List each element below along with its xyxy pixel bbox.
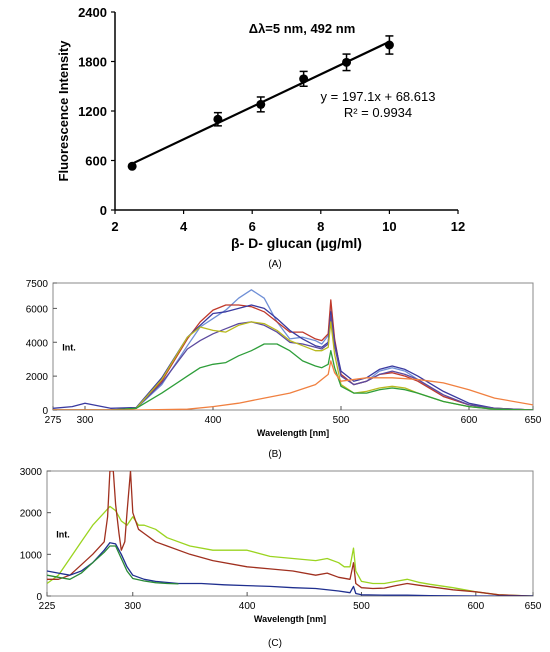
panel-b-y-tick-label: 4000 [26, 338, 49, 349]
panel-a-x-tick-label: 2 [111, 219, 118, 234]
panel-b-x-tick-label: 300 [77, 415, 94, 426]
panel-b-y-tick-label: 6000 [26, 304, 49, 315]
panel-c-series-line-1 [47, 505, 533, 596]
panel-c-series-line-2 [47, 471, 533, 596]
panel-b-x-tick-label: 400 [205, 415, 222, 426]
panel-b-y-axis-title: Int. [62, 343, 76, 353]
panel-a-r-squared: R² = 0.9934 [344, 105, 412, 120]
panel-a-data-point [384, 40, 394, 50]
panel-a-chart: 2 4 6 8 10 12 0 600 1200 1800 2400 β- D- glucan (µg… [56, 5, 465, 251]
panel-b-caption: (B) [268, 449, 281, 460]
panel-a-data-point [342, 57, 352, 67]
panel-c-y-tick-label: 0 [36, 592, 42, 603]
panel-c-x-axis-title: Wavelength [nm] [254, 614, 326, 624]
panel-c-caption: (C) [268, 638, 282, 649]
panel-a-x-tick-label: 10 [382, 219, 396, 234]
panel-a-x-tick-label: 6 [249, 219, 256, 234]
panel-b-series-line-7 [53, 360, 533, 410]
panel-b-series-line-6 [53, 343, 533, 410]
panel-b-y-tick-label: 7500 [26, 279, 49, 290]
panel-a-x-tick-label: 4 [180, 219, 188, 234]
panel-c-x-tick-label: 600 [467, 601, 484, 612]
panel-a-chart-title: Δλ=5 nm, 492 nm [249, 21, 356, 36]
panel-c-x-tick-label: 300 [124, 601, 141, 612]
panel-a-data-point [127, 161, 137, 171]
panel-a-x-tick-label: 12 [451, 219, 465, 234]
panel-a-y-tick-label: 0 [100, 203, 107, 218]
panel-c-y-tick-label: 3000 [20, 467, 43, 478]
panel-c-chart: 0 1000 2000 3000 225 300 400 500 600 650 Int. Wavel… [20, 467, 542, 624]
panel-b-x-tick-label: 600 [461, 415, 478, 426]
panel-a-x-tick-label: 8 [317, 219, 324, 234]
panel-b-x-tick-label: 500 [333, 415, 350, 426]
panel-a-data-point [256, 99, 266, 109]
panel-c-y-axis-title: Int. [56, 530, 70, 540]
panel-b-chart: 0 2000 4000 6000 7500 275 300 400 500 600 650 Int. W… [26, 279, 542, 438]
panel-a-y-tick-label: 1800 [78, 55, 107, 70]
panel-a-x-axis-title: β- D- glucan (µg/ml) [231, 235, 362, 251]
panel-c-series-line-3 [47, 542, 533, 596]
panel-c-x-tick-label: 500 [353, 601, 370, 612]
panel-c-x-tick-label: 650 [525, 601, 542, 612]
panel-a-y-tick-label: 1200 [78, 104, 107, 119]
panel-b-series-line-4 [53, 314, 533, 410]
panel-b-x-tick-label: 650 [525, 415, 542, 426]
panel-a-data-point [213, 114, 223, 124]
panel-c-y-tick-label: 2000 [20, 509, 43, 520]
panel-b-series-line-5 [53, 321, 533, 410]
panel-b-y-tick-label: 2000 [26, 372, 49, 383]
panel-a-caption: (A) [268, 259, 281, 270]
panel-b-plot-frame [52, 282, 534, 411]
panel-b-x-tick-label: 275 [45, 415, 62, 426]
panel-b-x-axis-title: Wavelength [nm] [257, 428, 329, 438]
panel-c-x-tick-label: 225 [39, 601, 56, 612]
panel-b-y-tick-label: 0 [42, 406, 48, 417]
panel-a-y-tick-label: 2400 [78, 5, 107, 20]
panel-b-series-line-3 [53, 304, 533, 410]
panel-c-plot-frame [46, 470, 534, 597]
panel-a-y-axis-title: Fluorescence Intensity [56, 40, 71, 182]
panel-a-data-point [299, 74, 309, 84]
panel-b-series-line-2 [53, 299, 533, 410]
panel-c-y-tick-label: 1000 [20, 550, 43, 561]
panel-a-y-tick-label: 600 [85, 154, 107, 169]
panel-c-series-line-4 [47, 545, 179, 585]
panel-a-fit-equation: y = 197.1x + 68.613 [321, 89, 436, 104]
panel-c-x-tick-label: 400 [239, 601, 256, 612]
